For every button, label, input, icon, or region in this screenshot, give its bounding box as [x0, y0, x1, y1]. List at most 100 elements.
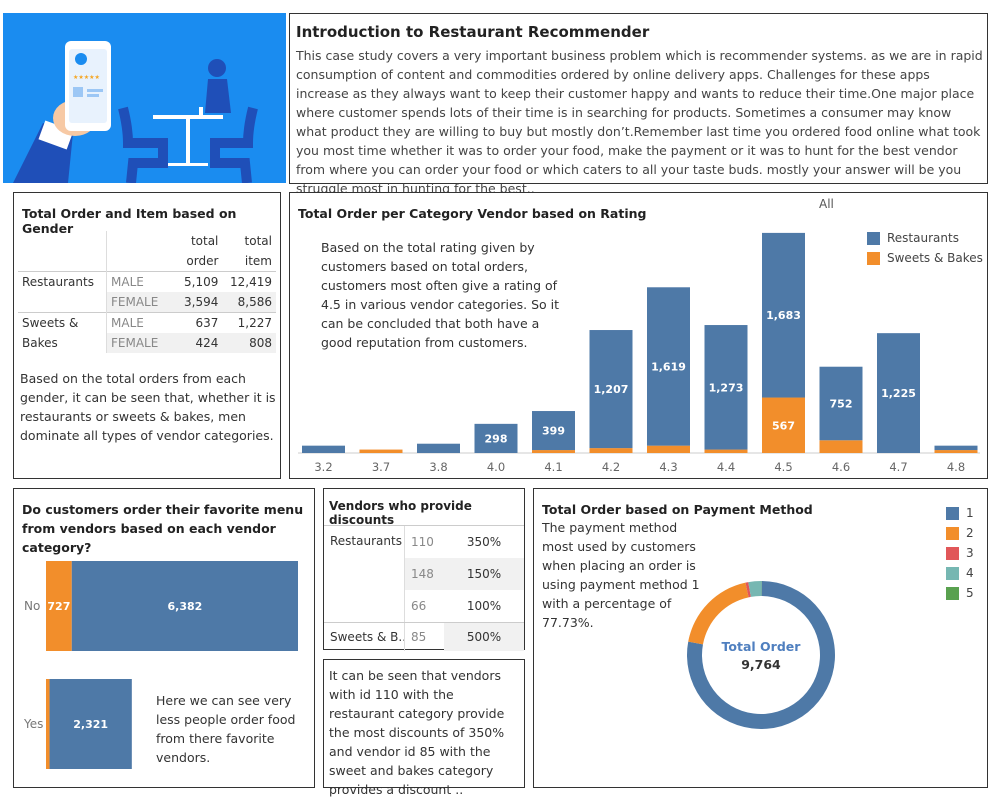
tick-label: 4.3 — [659, 460, 677, 474]
legend-label: 2 — [966, 526, 974, 540]
legend-swatch — [946, 587, 959, 600]
tick-label: 3.8 — [429, 460, 447, 474]
gender-title: Total Order and Item based on Gender — [22, 206, 237, 236]
bar-sweets — [589, 448, 633, 453]
row-vendor-id: 148 — [404, 558, 445, 590]
bar-sweets — [532, 450, 575, 453]
bar-restaurants — [877, 333, 920, 453]
legend-item-4[interactable]: 4 — [946, 563, 974, 583]
table-row: Restaurants MALE 5,109 12,419 — [18, 271, 276, 292]
payment-panel: Total Order based on Payment Method The … — [533, 488, 988, 788]
payment-note: The payment method most used by customer… — [542, 520, 700, 630]
bar-sweets — [46, 561, 72, 651]
legend-swatch — [946, 527, 959, 540]
discount-title: Vendors who provide discounts — [329, 499, 472, 527]
tick-label: 3.7 — [372, 460, 390, 474]
bar-sweets — [647, 445, 690, 453]
legend-item-3[interactable]: 3 — [946, 543, 974, 563]
row-gender: FEMALE — [106, 292, 177, 313]
bar-restaurants — [762, 232, 805, 398]
donut-slice — [748, 581, 762, 597]
legend-item-5[interactable]: 5 — [946, 583, 974, 603]
data-label: 1,273 — [709, 381, 744, 394]
hero-banner: ★★★★★ — [3, 13, 286, 183]
col-item-1: total — [244, 234, 272, 248]
row-category: Sweets & B.. — [330, 630, 407, 644]
row-order: 3,594 — [177, 292, 223, 313]
intro-panel: Introduction to Restaurant Recommender T… — [289, 13, 988, 196]
data-label: 1,683 — [766, 309, 801, 322]
bar-restaurants — [819, 366, 863, 441]
intro-title: Introduction to Restaurant Recommender — [296, 23, 650, 41]
payment-title: Total Order based on Payment Method — [542, 502, 813, 517]
bar-restaurants — [71, 561, 298, 651]
data-label: 567 — [772, 419, 795, 432]
table-row: 66 100% — [324, 590, 524, 623]
bar-restaurants — [647, 287, 690, 446]
gender-note: Based on the total orders from each gend… — [20, 371, 276, 443]
legend-item-1[interactable]: 1 — [946, 503, 974, 523]
legend-item-2[interactable]: 2 — [946, 523, 974, 543]
legend-item-restaurants[interactable]: Restaurants — [867, 228, 983, 248]
svg-text:★★★★★: ★★★★★ — [73, 74, 100, 81]
rating-panel: Total Order per Category Vendor based on… — [289, 192, 988, 479]
category-label: Yes — [23, 717, 43, 731]
row-discount: 100% — [466, 599, 502, 613]
data-label: 6,382 — [167, 600, 202, 613]
bar-restaurants — [417, 443, 460, 453]
col-order-1: total — [190, 234, 219, 248]
row-category: Sweets & — [22, 316, 79, 330]
rating-chart: 3.2 3.7 3.8 298 4.0 399 4.1 1,207 4.2 1,619 4.3 1,2… — [298, 232, 980, 474]
gender-panel: Total Order and Item based on Gender tot… — [13, 192, 281, 479]
tick-label: 4.7 — [889, 460, 907, 474]
tick-label: 4.8 — [947, 460, 965, 474]
row-gender: MALE — [106, 271, 177, 292]
rating-filter[interactable]: All — [819, 197, 834, 211]
col-order-2: order — [186, 254, 219, 268]
payment-donut-chart — [687, 581, 835, 729]
row-vendor-id: 85 — [404, 623, 445, 651]
discount-note: It can be seen that vendors with id 110 … — [329, 668, 505, 797]
row-category — [18, 292, 107, 313]
donut-slice — [745, 582, 751, 598]
restaurant-illustration: ★★★★★ — [3, 13, 286, 183]
row-item: 8,586 — [222, 292, 276, 313]
gender-header-row-2: order item — [18, 251, 276, 272]
donut-slice — [688, 582, 749, 645]
row-category: Restaurants — [22, 275, 94, 289]
row-gender: MALE — [106, 312, 177, 333]
rating-note: Based on the total rating given by custo… — [321, 240, 560, 350]
bar-sweets — [762, 397, 805, 453]
payment-legend: 1 2 3 4 5 — [946, 503, 974, 603]
row-gender: FEMALE — [106, 333, 177, 353]
data-label: 727 — [47, 600, 70, 613]
row-order: 5,109 — [184, 275, 219, 289]
intro-text: This case study covers a very important … — [296, 48, 983, 196]
favorite-note: Here we can see very less people order f… — [156, 693, 296, 765]
table-row: Bakes FEMALE 424 808 — [18, 333, 276, 353]
legend-label: 4 — [966, 566, 974, 580]
legend-label: 3 — [966, 546, 974, 560]
bar-restaurants — [474, 423, 518, 453]
row-discount: 350% — [466, 535, 502, 549]
legend-item-sweets[interactable]: Sweets & Bakes — [867, 248, 983, 268]
legend-label: 1 — [966, 506, 974, 520]
table-row: FEMALE 3,594 8,586 — [18, 292, 276, 313]
discount-panel: Vendors who provide discounts Restaurant… — [323, 488, 525, 651]
tick-label: 4.5 — [774, 460, 792, 474]
legend-swatch — [867, 232, 880, 245]
data-label: 752 — [830, 398, 853, 411]
bar-restaurants — [704, 325, 748, 450]
discount-note-panel: It can be seen that vendors with id 110 … — [323, 659, 525, 797]
col-item-2: item — [244, 254, 272, 268]
legend-swatch — [946, 547, 959, 560]
bar-sweets — [704, 449, 748, 453]
bar-restaurants — [302, 445, 345, 453]
rating-title: Total Order per Category Vendor based on… — [298, 206, 647, 221]
tick-label: 4.1 — [544, 460, 562, 474]
legend-label: Sweets & Bakes — [887, 251, 983, 265]
legend-label: 5 — [966, 586, 974, 600]
bar-restaurants — [49, 679, 132, 769]
data-label: 2,321 — [73, 718, 108, 731]
table-row: 148 150% — [324, 558, 524, 590]
